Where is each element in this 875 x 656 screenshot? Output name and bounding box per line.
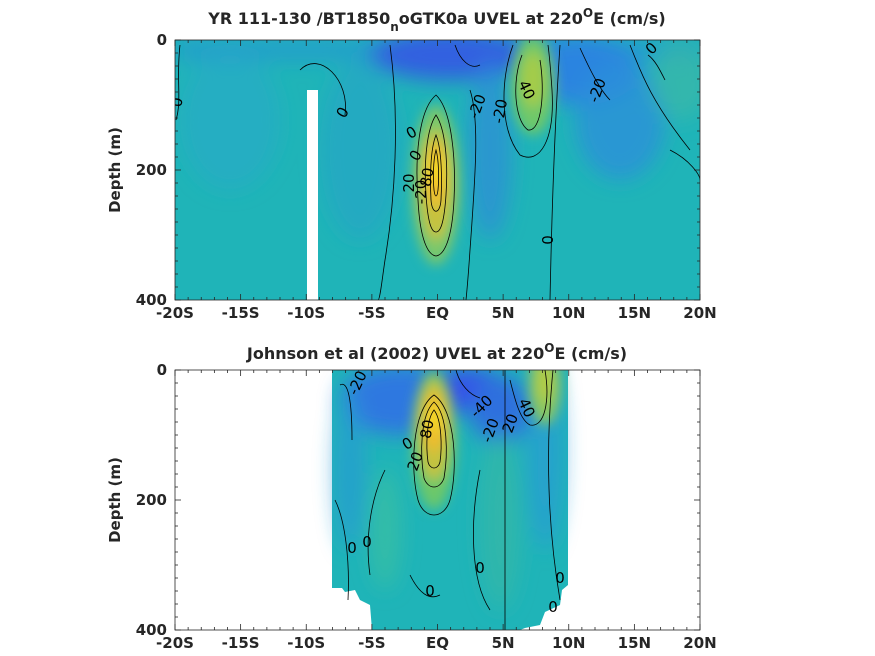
panel-2: Johnson et al (2002) UVEL at 220OE (cm/s… <box>106 341 717 652</box>
contour-label: 0 <box>347 539 357 557</box>
x-tick-label: -10S <box>287 634 325 652</box>
panel-2-field: -20 0 80 20 -40 -20 40 20 0 0 0 0 0 0 <box>332 370 568 630</box>
panel-1-title: YR 111-130 /BT1850noGTK0a UVEL at 220OE … <box>207 6 666 34</box>
contour-label: 20 <box>404 449 427 473</box>
x-tick-label: -10S <box>287 304 325 322</box>
panel-2-ylabel: Depth (m) <box>106 457 124 543</box>
contour-label: -20 <box>489 98 511 125</box>
x-tick-label: 15N <box>618 304 651 322</box>
x-tick-label: -5S <box>358 634 385 652</box>
x-tick-label: 20N <box>683 304 716 322</box>
y-tick-label: 200 <box>136 161 167 179</box>
contour-label: 80 <box>417 166 438 188</box>
panel-1-contours <box>175 44 700 300</box>
panel-1-ylabel: Depth (m) <box>106 127 124 213</box>
contour-label: 0 <box>167 96 186 109</box>
x-tick-label: -20S <box>156 304 194 322</box>
contour-label: 20 <box>499 411 522 435</box>
panel-1: YR 111-130 /BT1850noGTK0a UVEL at 220OE … <box>106 6 717 322</box>
contour-label: 0 <box>548 598 558 616</box>
contour-label: 0 <box>475 559 485 577</box>
contour-label: 0 <box>425 582 435 600</box>
x-tick-label: 20N <box>683 634 716 652</box>
x-tick-label: -20S <box>156 634 194 652</box>
y-tick-label: 400 <box>136 621 167 639</box>
x-tick-label: EQ <box>426 634 449 652</box>
contour-label: -20 <box>412 180 430 205</box>
contour-label: 0 <box>539 235 557 245</box>
y-tick-label: 200 <box>136 491 167 509</box>
panel-2-contours <box>334 370 561 630</box>
y-tick-label: 0 <box>157 361 167 379</box>
contour-label: 80 <box>417 418 438 440</box>
x-tick-label: -15S <box>222 634 260 652</box>
contour-label: 0 <box>362 533 372 551</box>
x-tick-label: EQ <box>426 304 449 322</box>
panel-1-field: 0 0 0 0 -20 -20 40 -20 0 80 20 -20 0 <box>167 40 700 300</box>
x-tick-label: 15N <box>618 634 651 652</box>
y-tick-label: 400 <box>136 291 167 309</box>
x-tick-label: 10N <box>552 634 585 652</box>
x-tick-label: -5S <box>358 304 385 322</box>
x-tick-label: 5N <box>492 304 515 322</box>
x-tick-label: 5N <box>492 634 515 652</box>
contour-label: 20 <box>400 173 418 192</box>
panel-2-title: Johnson et al (2002) UVEL at 220OE (cm/s… <box>246 341 627 363</box>
x-tick-label: -15S <box>222 304 260 322</box>
y-tick-label: 0 <box>157 31 167 49</box>
x-tick-label: 10N <box>552 304 585 322</box>
contour-label: 0 <box>555 569 565 587</box>
